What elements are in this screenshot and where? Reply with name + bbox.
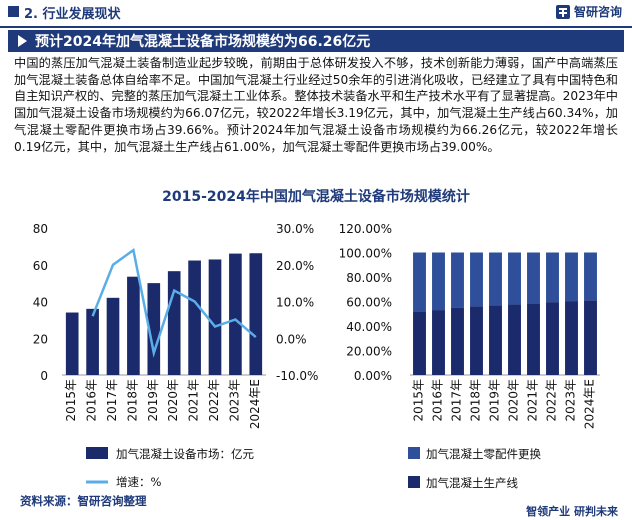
- stack-bar-spare-parts: [565, 252, 578, 302]
- stack-bar-spare-parts: [489, 252, 502, 306]
- bar-market-size: [229, 253, 242, 375]
- x-tick-label: 2021年: [187, 379, 201, 422]
- legend-label-market-size: 加气混凝土设备市场：亿元: [116, 447, 254, 461]
- stack-bar-spare-parts: [546, 252, 559, 303]
- stack-bar-production-line: [451, 307, 464, 375]
- x2-tick-label: 2024年E: [583, 379, 597, 429]
- stack-bar-production-line: [584, 300, 597, 375]
- slogan: 智领产业 研判未来: [526, 505, 618, 518]
- y2-tick-label: 80.00%: [346, 271, 392, 285]
- source-note: 资料来源：智研咨询整理: [20, 494, 147, 508]
- stack-bar-production-line: [413, 311, 426, 375]
- y2-tick-label: 20.00%: [346, 345, 392, 359]
- y-right-tick-label: -10.0%: [276, 369, 318, 383]
- top-bar: 2. 行业发展现状 智研咨询: [0, 0, 632, 28]
- bar-market-size: [208, 259, 222, 375]
- section-marker-icon: [8, 6, 19, 17]
- x-tick-label: 2019年: [146, 379, 160, 422]
- x2-tick-label: 2022年: [545, 379, 559, 422]
- x-tick-label: 2017年: [105, 379, 119, 422]
- bar-market-size: [106, 297, 120, 375]
- x2-tick-label: 2019年: [488, 379, 502, 422]
- headline: 预计2024年加气混凝土设备市场规模约为66.26亿元: [35, 34, 371, 50]
- x-tick-label: 2023年: [227, 379, 241, 422]
- bar-market-size: [65, 312, 79, 375]
- stack-bar-production-line: [489, 305, 502, 375]
- bar-market-size: [249, 253, 263, 375]
- x2-tick-label: 2016年: [431, 379, 445, 422]
- x2-tick-label: 2017年: [450, 379, 464, 422]
- legend-swatch-spare-parts: [408, 447, 420, 459]
- y-right-tick-label: 0.0%: [276, 332, 307, 346]
- stack-bar-spare-parts: [470, 252, 483, 307]
- chart-title: 2015-2024年中国加气混凝土设备市场规模统计: [162, 189, 470, 205]
- bar-market-size: [86, 308, 99, 375]
- y-right-tick-label: 30.0%: [276, 222, 314, 236]
- stack-bar-spare-parts: [584, 252, 597, 301]
- legend-label-growth: 增速：%: [116, 475, 161, 489]
- stack-bar-production-line: [527, 303, 540, 375]
- stack-bar-spare-parts: [527, 252, 540, 304]
- section-title: 2. 行业发展现状: [24, 7, 121, 22]
- stack-bar-production-line: [470, 306, 483, 375]
- stack-bar-spare-parts: [508, 252, 521, 305]
- x-tick-label: 2022年: [207, 379, 221, 422]
- brand: 智研咨询: [555, 3, 622, 20]
- x-tick-label: 2020年: [166, 379, 180, 422]
- stack-bar-spare-parts: [451, 252, 464, 308]
- stack-bar-production-line: [432, 310, 445, 375]
- y-left-tick-label: 0: [40, 369, 48, 383]
- play-arrow-icon: [18, 35, 27, 47]
- headline-banner: 预计2024年加气混凝土设备市场规模约为66.26亿元: [8, 30, 624, 52]
- x2-tick-label: 2015年: [412, 379, 426, 422]
- x-tick-label: 2024年E: [248, 379, 262, 429]
- stack-bar-spare-parts: [413, 252, 426, 312]
- y-left-tick-label: 60: [33, 259, 48, 273]
- y-right-tick-label: 10.0%: [276, 296, 314, 310]
- x2-tick-label: 2023年: [564, 379, 578, 422]
- x-tick-label: 2016年: [85, 379, 99, 422]
- bar-market-size: [127, 276, 140, 375]
- legend-label-production-line: 加气混凝土生产线: [426, 476, 518, 490]
- y-right-tick-label: 20.0%: [276, 259, 314, 273]
- legend-swatch-market-size: [86, 447, 108, 459]
- x-tick-label: 2018年: [125, 379, 139, 422]
- legend-label-spare-parts: 加气混凝土零配件更换: [426, 447, 541, 461]
- brand-name: 智研咨询: [573, 5, 622, 19]
- y2-tick-label: 120.00%: [339, 222, 392, 236]
- x-tick-label: 2015年: [64, 379, 78, 422]
- stack-bar-production-line: [508, 304, 521, 375]
- y-left-tick-label: 20: [33, 332, 48, 346]
- y2-tick-label: 0.00%: [354, 369, 392, 383]
- y2-tick-label: 60.00%: [346, 296, 392, 310]
- bar-market-size: [167, 271, 181, 375]
- y-left-tick-label: 40: [33, 296, 48, 310]
- body-paragraph: 中国的蒸压加气混凝土装备制造业起步较晚，前期由于总体研发投入不够，技术创新能力薄…: [14, 56, 618, 154]
- x2-tick-label: 2021年: [526, 379, 540, 422]
- y2-tick-label: 100.00%: [339, 247, 392, 261]
- stack-bar-spare-parts: [432, 252, 445, 311]
- bar-market-size: [188, 260, 201, 375]
- x2-tick-label: 2018年: [469, 379, 483, 422]
- y2-tick-label: 40.00%: [346, 320, 392, 334]
- stack-bar-production-line: [565, 301, 578, 375]
- y-left-tick-label: 80: [33, 222, 48, 236]
- bar-market-size: [147, 283, 161, 375]
- brand-logo-icon: [555, 4, 570, 19]
- legend-swatch-production-line: [408, 476, 420, 488]
- stack-bar-production-line: [546, 302, 559, 375]
- x2-tick-label: 2020年: [507, 379, 521, 422]
